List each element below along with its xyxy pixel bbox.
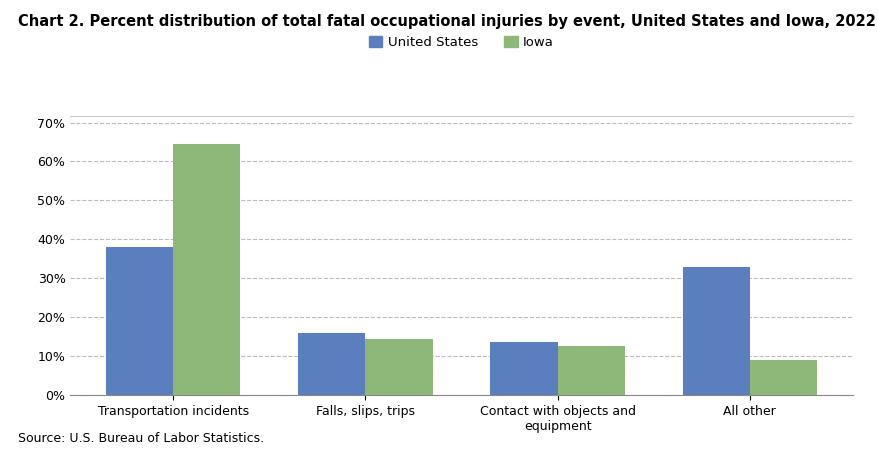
Bar [173, 144, 241, 395]
Text: Chart 2. Percent distribution of total fatal occupational injuries by event, Uni: Chart 2. Percent distribution of total f… [18, 14, 874, 29]
Text: Source: U.S. Bureau of Labor Statistics.: Source: U.S. Bureau of Labor Statistics. [18, 432, 263, 445]
Bar [749, 360, 817, 395]
Bar [557, 346, 624, 395]
Legend: United States, Iowa: United States, Iowa [363, 31, 558, 54]
Bar [490, 342, 557, 395]
Bar [105, 247, 173, 395]
Bar [365, 339, 432, 395]
Bar [298, 333, 365, 395]
Bar [681, 266, 749, 395]
